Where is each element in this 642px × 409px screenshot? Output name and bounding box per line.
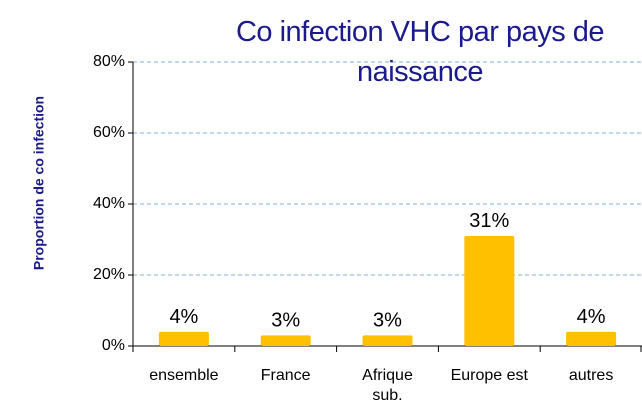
bar bbox=[362, 335, 413, 346]
y-tick-label: 0% bbox=[102, 337, 125, 354]
x-tick-label: Europe est bbox=[450, 367, 528, 384]
value-label: 4% bbox=[169, 306, 198, 328]
x-tick-label: Afrique sub. bbox=[362, 367, 413, 404]
bar bbox=[464, 235, 515, 346]
y-tick-label: 40% bbox=[93, 195, 125, 212]
bar bbox=[158, 331, 209, 346]
x-tick-label: autres bbox=[568, 367, 614, 384]
x-tick-label: France bbox=[260, 367, 311, 384]
bar bbox=[566, 331, 617, 346]
y-tick-label: 80% bbox=[93, 53, 125, 70]
value-label: 4% bbox=[577, 306, 606, 328]
value-label: 3% bbox=[271, 310, 300, 332]
value-label: 3% bbox=[373, 310, 402, 332]
y-tick-label: 20% bbox=[93, 266, 125, 283]
bar bbox=[260, 335, 311, 346]
y-axis-label: Proportion de co infection bbox=[31, 96, 47, 270]
x-tick-label: ensemble bbox=[149, 367, 219, 384]
y-tick-label: 60% bbox=[93, 124, 125, 141]
chart-title: Co infection VHC par pays de naissance bbox=[235, 16, 605, 88]
value-label: 31% bbox=[469, 210, 509, 232]
